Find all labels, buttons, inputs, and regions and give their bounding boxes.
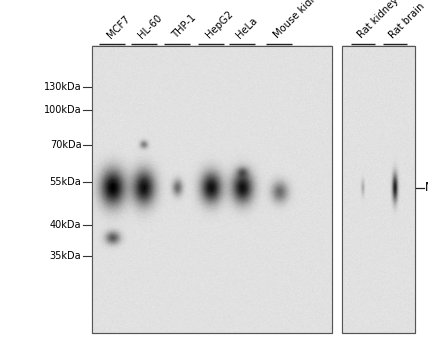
Text: 130kDa: 130kDa [44,82,81,92]
Bar [342,46,415,332]
Text: THP-1: THP-1 [170,13,198,40]
Text: Rat brain: Rat brain [388,1,427,40]
Bar [92,46,332,332]
Text: MCF7: MCF7 [105,14,132,40]
Text: 70kDa: 70kDa [50,140,81,149]
Text: Rat kidney: Rat kidney [356,0,400,40]
Text: Mouse kidney: Mouse kidney [272,0,328,40]
Text: 55kDa: 55kDa [50,177,81,187]
Bar [92,46,332,332]
Text: 40kDa: 40kDa [50,220,81,230]
Text: HepG2: HepG2 [204,9,235,40]
Text: HL-60: HL-60 [137,13,164,40]
Text: 100kDa: 100kDa [44,105,81,115]
Bar [342,46,415,332]
Text: NEK3: NEK3 [425,181,428,194]
Text: HeLa: HeLa [235,15,260,40]
Text: 35kDa: 35kDa [50,251,81,261]
